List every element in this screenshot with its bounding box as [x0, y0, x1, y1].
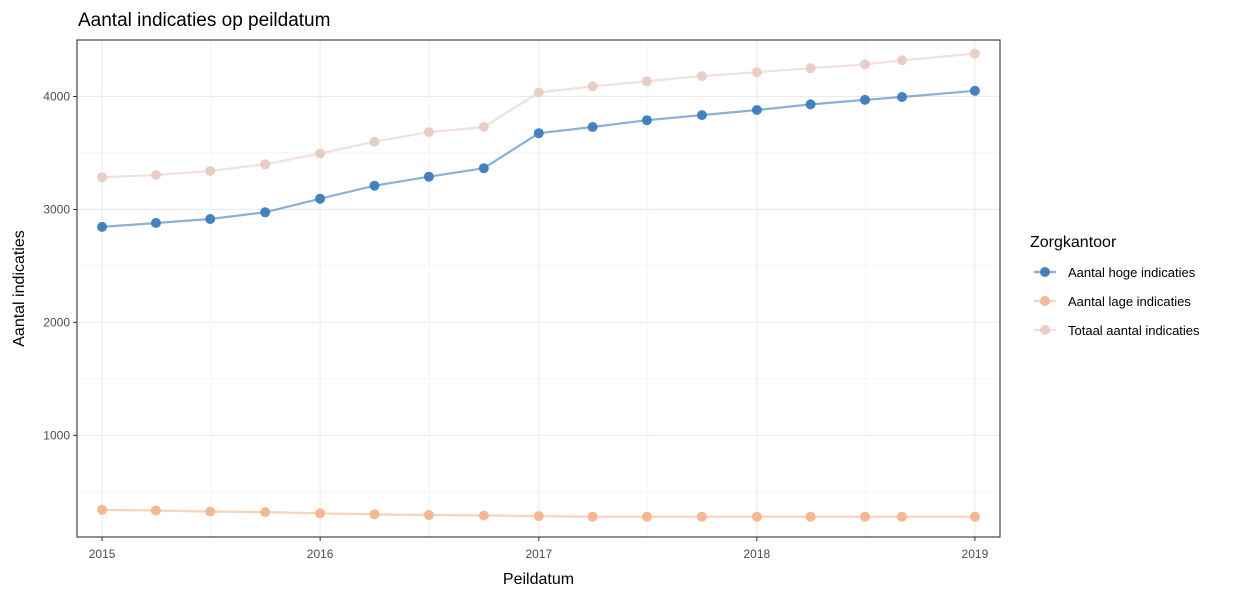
data-point [641, 511, 652, 522]
legend-key-marker [1040, 267, 1050, 277]
axes: 1000 2000 3000 4000 2015 2016 2017 2018 2019 [43, 89, 988, 561]
x-tick-label: 2016 [307, 547, 334, 561]
data-point [205, 506, 216, 517]
plot-area [76, 39, 1001, 538]
series-layer [97, 48, 980, 522]
data-point [533, 87, 544, 98]
data-point [860, 94, 870, 105]
data-point [97, 504, 108, 515]
data-point [260, 507, 271, 518]
legend-label: Aantal hoge indicaties [1068, 265, 1196, 280]
data-point [205, 214, 216, 224]
x-tick-label: 2018 [744, 547, 771, 561]
data-point [751, 67, 762, 78]
data-point [97, 172, 108, 183]
y-axis-title: Aantal indicaties [11, 230, 28, 347]
data-point [205, 166, 216, 176]
data-point [860, 511, 870, 522]
data-point [423, 510, 434, 520]
data-point [478, 163, 489, 174]
data-point [897, 55, 907, 66]
data-point [641, 76, 652, 87]
data-point [478, 510, 489, 521]
data-point [260, 207, 271, 218]
data-point [969, 85, 980, 96]
data-point [150, 218, 161, 228]
data-point [751, 511, 762, 522]
data-point [315, 508, 326, 519]
data-point [805, 99, 816, 110]
series-aantal-lage-indicaties [97, 504, 980, 522]
data-point [805, 63, 816, 74]
data-point [97, 221, 108, 232]
data-point [533, 511, 544, 522]
data-point [150, 505, 161, 516]
grid [77, 40, 1000, 537]
legend-key-marker [1040, 325, 1050, 335]
data-point [260, 159, 271, 170]
data-point [369, 180, 380, 191]
data-point [860, 59, 870, 70]
data-point [533, 128, 544, 139]
data-point [897, 92, 907, 102]
data-point [696, 110, 707, 121]
legend-key-marker [1040, 296, 1050, 306]
data-point [478, 122, 489, 132]
data-point [587, 511, 598, 522]
data-point [423, 127, 434, 138]
data-point [696, 511, 707, 522]
x-tick-label: 2017 [525, 547, 552, 561]
data-point [696, 71, 707, 82]
x-tick-label: 2015 [89, 547, 116, 561]
data-point [897, 511, 907, 522]
legend-item: Totaal aantal indicaties [1034, 323, 1200, 338]
legend-label: Totaal aantal indicaties [1068, 323, 1200, 338]
data-point [969, 48, 980, 59]
x-tick-label: 2019 [962, 547, 989, 561]
series-aantal-hoge-indicaties [97, 85, 980, 232]
data-point [805, 511, 816, 522]
data-point [315, 193, 326, 204]
legend-label: Aantal lage indicaties [1068, 294, 1191, 309]
y-tick-label: 2000 [43, 315, 70, 329]
data-point [315, 148, 326, 159]
data-point [969, 511, 980, 522]
data-point [150, 170, 161, 180]
legend-item: Aantal lage indicaties [1034, 294, 1191, 309]
legend: Zorgkantoor Aantal hoge indicatiesAantal… [1030, 234, 1200, 338]
y-tick-label: 1000 [43, 428, 70, 442]
data-point [369, 136, 380, 147]
data-point [751, 105, 762, 115]
data-point [641, 115, 652, 126]
chart-title: Aantal indicaties op peildatum [78, 10, 330, 31]
data-point [369, 509, 380, 520]
data-point [587, 81, 598, 92]
data-point [423, 171, 434, 182]
series-totaal-aantal-indicaties [97, 48, 980, 183]
legend-item: Aantal hoge indicaties [1034, 265, 1196, 280]
y-tick-label: 4000 [43, 89, 70, 103]
legend-title: Zorgkantoor [1030, 234, 1117, 251]
x-axis-title: Peildatum [503, 571, 574, 588]
y-tick-label: 3000 [43, 202, 70, 216]
data-point [587, 122, 598, 132]
legend-items: Aantal hoge indicaties Aantal lage indica… [1034, 265, 1200, 338]
